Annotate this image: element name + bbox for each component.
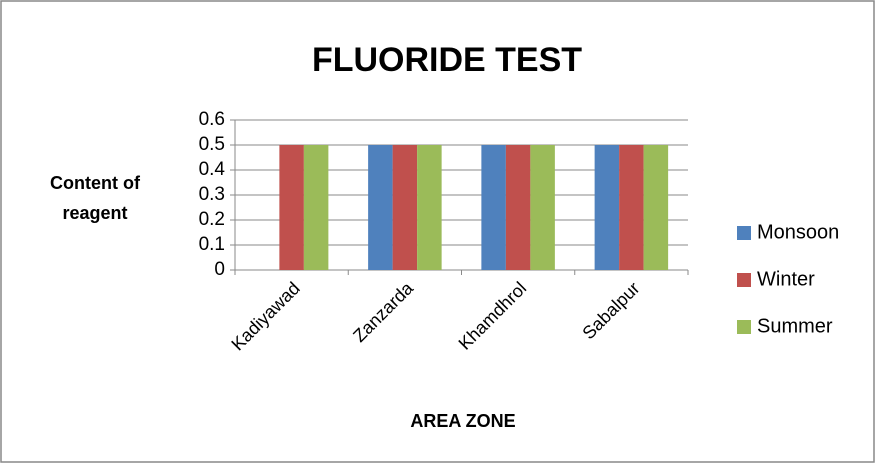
bar — [279, 145, 304, 270]
y-tick-label: 0.3 — [199, 184, 225, 205]
bar — [643, 145, 669, 270]
bar — [481, 145, 506, 270]
bar — [392, 145, 418, 270]
legend-label: Summer — [757, 315, 833, 337]
legend-swatch — [737, 226, 751, 240]
y-tick-label: 0.6 — [199, 109, 225, 130]
y-tick-label: 0.1 — [199, 234, 225, 255]
bar — [505, 145, 531, 270]
legend-swatch — [737, 273, 751, 287]
y-tick-label: 0.5 — [199, 134, 225, 155]
legend-label: Winter — [757, 268, 815, 290]
bar — [368, 145, 393, 270]
bar — [303, 145, 329, 270]
y-tick-label: 0.2 — [199, 209, 225, 230]
y-axis-title: Content of reagent — [50, 173, 140, 223]
bar — [530, 145, 555, 270]
y-tick-label: 0 — [214, 259, 225, 280]
bar — [417, 145, 442, 270]
bar — [594, 145, 620, 270]
x-axis-title: AREA ZONE — [410, 411, 515, 431]
legend-label: Monsoon — [757, 221, 839, 243]
legend-swatch — [737, 320, 751, 334]
chart-title: FLUORIDE TEST — [312, 41, 582, 79]
bar — [619, 145, 644, 270]
y-tick-label: 0.4 — [199, 159, 226, 180]
